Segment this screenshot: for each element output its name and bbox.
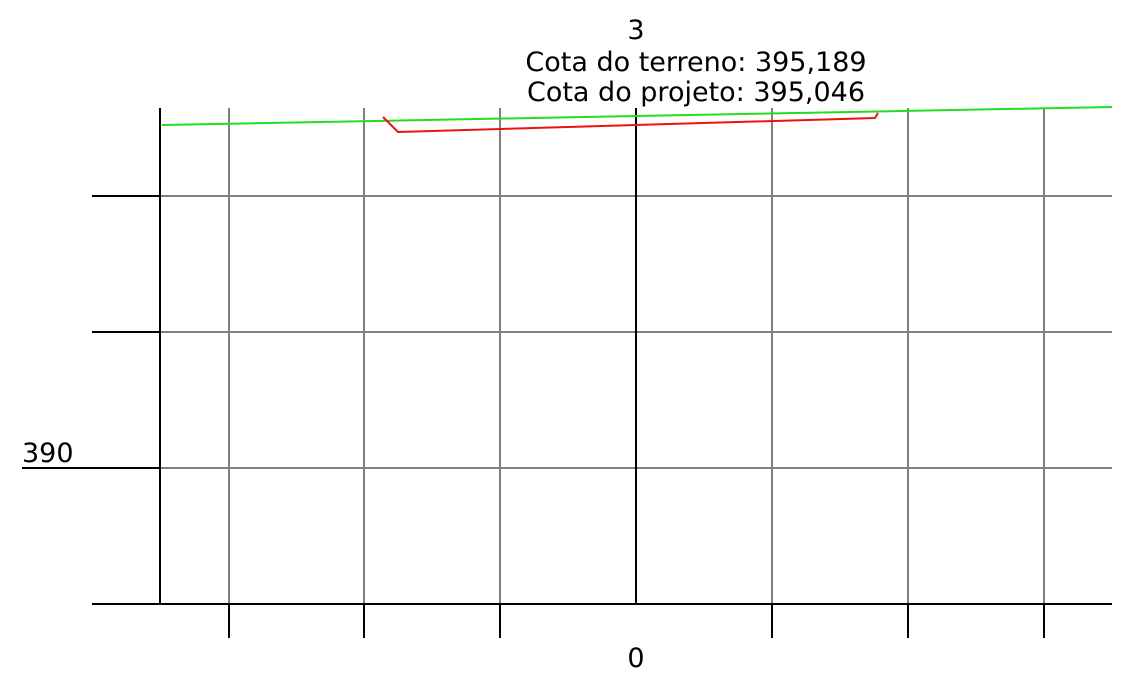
terrain-line: [161, 106, 1113, 126]
section-number: 3: [627, 15, 644, 46]
grid: [22, 108, 1112, 638]
terrain-elevation: Cota do terreno: 395,189: [525, 47, 866, 78]
x-label: 0: [627, 643, 644, 674]
y-label: 390: [22, 438, 74, 469]
project-line: [382, 112, 879, 134]
project-elevation: Cota do projeto: 395,046: [527, 77, 865, 108]
